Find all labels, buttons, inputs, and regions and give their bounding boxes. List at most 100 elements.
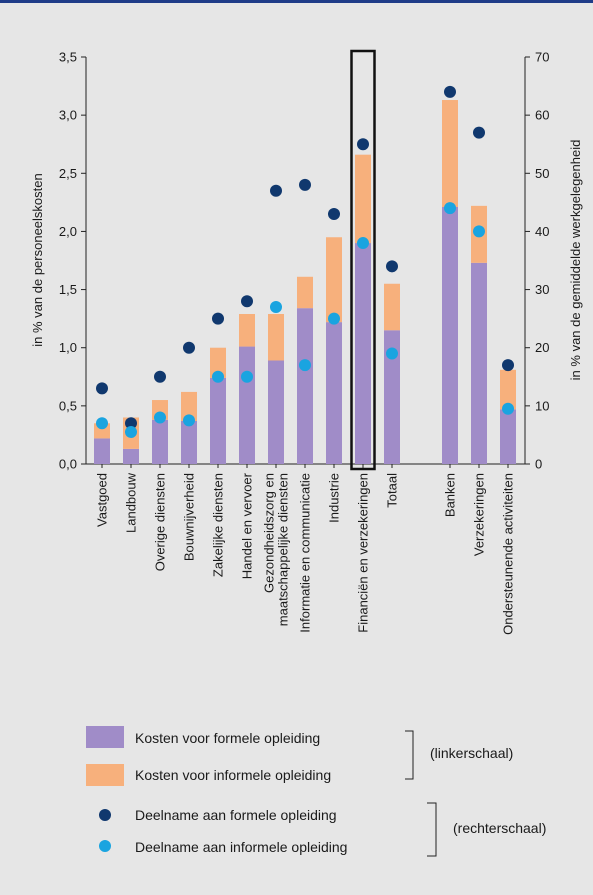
dot-formal-participation — [212, 312, 224, 325]
right-tick-label: 40 — [535, 224, 549, 239]
dot-informal-participation — [502, 402, 514, 415]
category-label: Ondersteunende activiteiten — [501, 473, 516, 635]
dot-formal-participation — [473, 126, 485, 139]
dot-formal-participation — [96, 382, 108, 395]
dot-informal-participation — [154, 411, 166, 424]
dot-formal-participation — [183, 341, 195, 354]
dot-formal-participation — [328, 207, 340, 220]
dot-informal-participation — [328, 312, 340, 325]
legend-bracket-left — [405, 730, 414, 780]
right-tick-label: 10 — [535, 398, 549, 413]
bar-formal-cost — [181, 420, 197, 464]
category-label: Financiën en verzekeringen — [356, 473, 371, 633]
category-label: Banken — [443, 473, 458, 517]
dot-formal-participation — [444, 85, 456, 98]
category-label: Overige diensten — [153, 473, 168, 571]
dot-informal-participation — [299, 359, 311, 372]
category-label: Landbouw — [124, 472, 139, 533]
legend-formal-participation: Deelname aan formele opleiding — [135, 807, 337, 823]
bar-formal-cost — [94, 438, 110, 464]
bar-informal-cost — [239, 313, 255, 347]
dot-informal-participation — [357, 237, 369, 250]
legend-informal-participation: Deelname aan informele opleiding — [135, 839, 347, 855]
dot-informal-participation — [241, 370, 253, 383]
bar-formal-cost — [471, 262, 487, 464]
left-tick-label: 3,5 — [59, 50, 77, 65]
dot-formal-participation — [386, 260, 398, 273]
right-tick-label: 50 — [535, 166, 549, 181]
dot-formal-participation — [241, 295, 253, 308]
right-tick-label: 20 — [535, 340, 549, 355]
bar-formal-cost — [355, 243, 371, 464]
category-label: Bouwnijverheid — [182, 473, 197, 561]
dot-informal-participation — [444, 202, 456, 215]
dot-informal-participation — [386, 347, 398, 360]
right-tick-label: 30 — [535, 282, 549, 297]
dot-informal-participation — [183, 414, 195, 427]
legend-swatch-informal-cost — [86, 764, 124, 786]
right-tick-label: 60 — [535, 108, 549, 123]
bar-informal-cost — [442, 100, 458, 208]
bar-informal-cost — [210, 347, 226, 378]
left-tick-label: 3,0 — [59, 108, 77, 123]
bar-formal-cost — [239, 346, 255, 464]
left-tick-label: 2,5 — [59, 166, 77, 181]
category-label: Zakelijke diensten — [211, 473, 226, 577]
bar-formal-cost — [442, 207, 458, 464]
left-tick-label: 0,5 — [59, 398, 77, 413]
legend-swatch-formal-cost — [86, 726, 124, 748]
dot-formal-participation — [125, 417, 137, 430]
dot-formal-participation — [299, 178, 311, 191]
top-rule — [0, 0, 593, 3]
category-label: maatschappelijke diensten — [276, 473, 291, 626]
right-axis-label: in % van de gemiddelde werkgelegenheid — [568, 140, 583, 381]
legend-right-scale: (rechterschaal) — [453, 820, 546, 836]
bar-informal-cost — [384, 283, 400, 331]
category-label: Handel en vervoer — [240, 472, 255, 579]
bar-formal-cost — [210, 377, 226, 464]
left-axis-label: in % van de personeelskosten — [30, 173, 45, 346]
dot-formal-participation — [270, 184, 282, 197]
legend-dot-formal — [99, 809, 111, 821]
bar-informal-cost — [500, 369, 516, 410]
dot-formal-participation — [357, 138, 369, 151]
category-label: Industrie — [327, 473, 342, 523]
category-label: Gezondheidszorg en — [262, 473, 277, 593]
right-tick-label: 70 — [535, 50, 549, 65]
category-label: Verzekeringen — [472, 473, 487, 556]
right-tick-label: 0 — [535, 457, 542, 472]
legend-informal-cost: Kosten voor informele opleiding — [135, 767, 331, 783]
category-label: Totaal — [385, 473, 400, 508]
dot-informal-participation — [270, 301, 282, 314]
bar-informal-cost — [355, 154, 371, 244]
dot-informal-participation — [125, 426, 137, 439]
bar-informal-cost — [326, 237, 342, 323]
dot-informal-participation — [473, 225, 485, 238]
bar-formal-cost — [326, 322, 342, 464]
legend-bracket-right — [427, 802, 437, 857]
dot-informal-participation — [212, 370, 224, 383]
left-tick-label: 1,0 — [59, 340, 77, 355]
bar-informal-cost — [268, 313, 284, 361]
bar-informal-cost — [181, 391, 197, 421]
legend-left-scale: (linkerschaal) — [430, 745, 513, 761]
category-label: Vastgoed — [95, 473, 110, 527]
bar-formal-cost — [500, 409, 516, 464]
bar-formal-cost — [297, 308, 313, 464]
bar-formal-cost — [152, 419, 168, 464]
left-tick-label: 2,0 — [59, 224, 77, 239]
bar-informal-cost — [297, 276, 313, 309]
category-label: Informatie en communicatie — [298, 473, 313, 633]
legend-dot-informal — [99, 840, 111, 852]
bar-formal-cost — [384, 330, 400, 464]
dot-formal-participation — [154, 370, 166, 383]
highlight-box — [350, 49, 376, 471]
dot-formal-participation — [502, 359, 514, 372]
bar-formal-cost — [123, 448, 139, 464]
left-tick-label: 0,0 — [59, 457, 77, 472]
left-tick-label: 1,5 — [59, 282, 77, 297]
bar-formal-cost — [268, 360, 284, 464]
dot-informal-participation — [96, 417, 108, 430]
